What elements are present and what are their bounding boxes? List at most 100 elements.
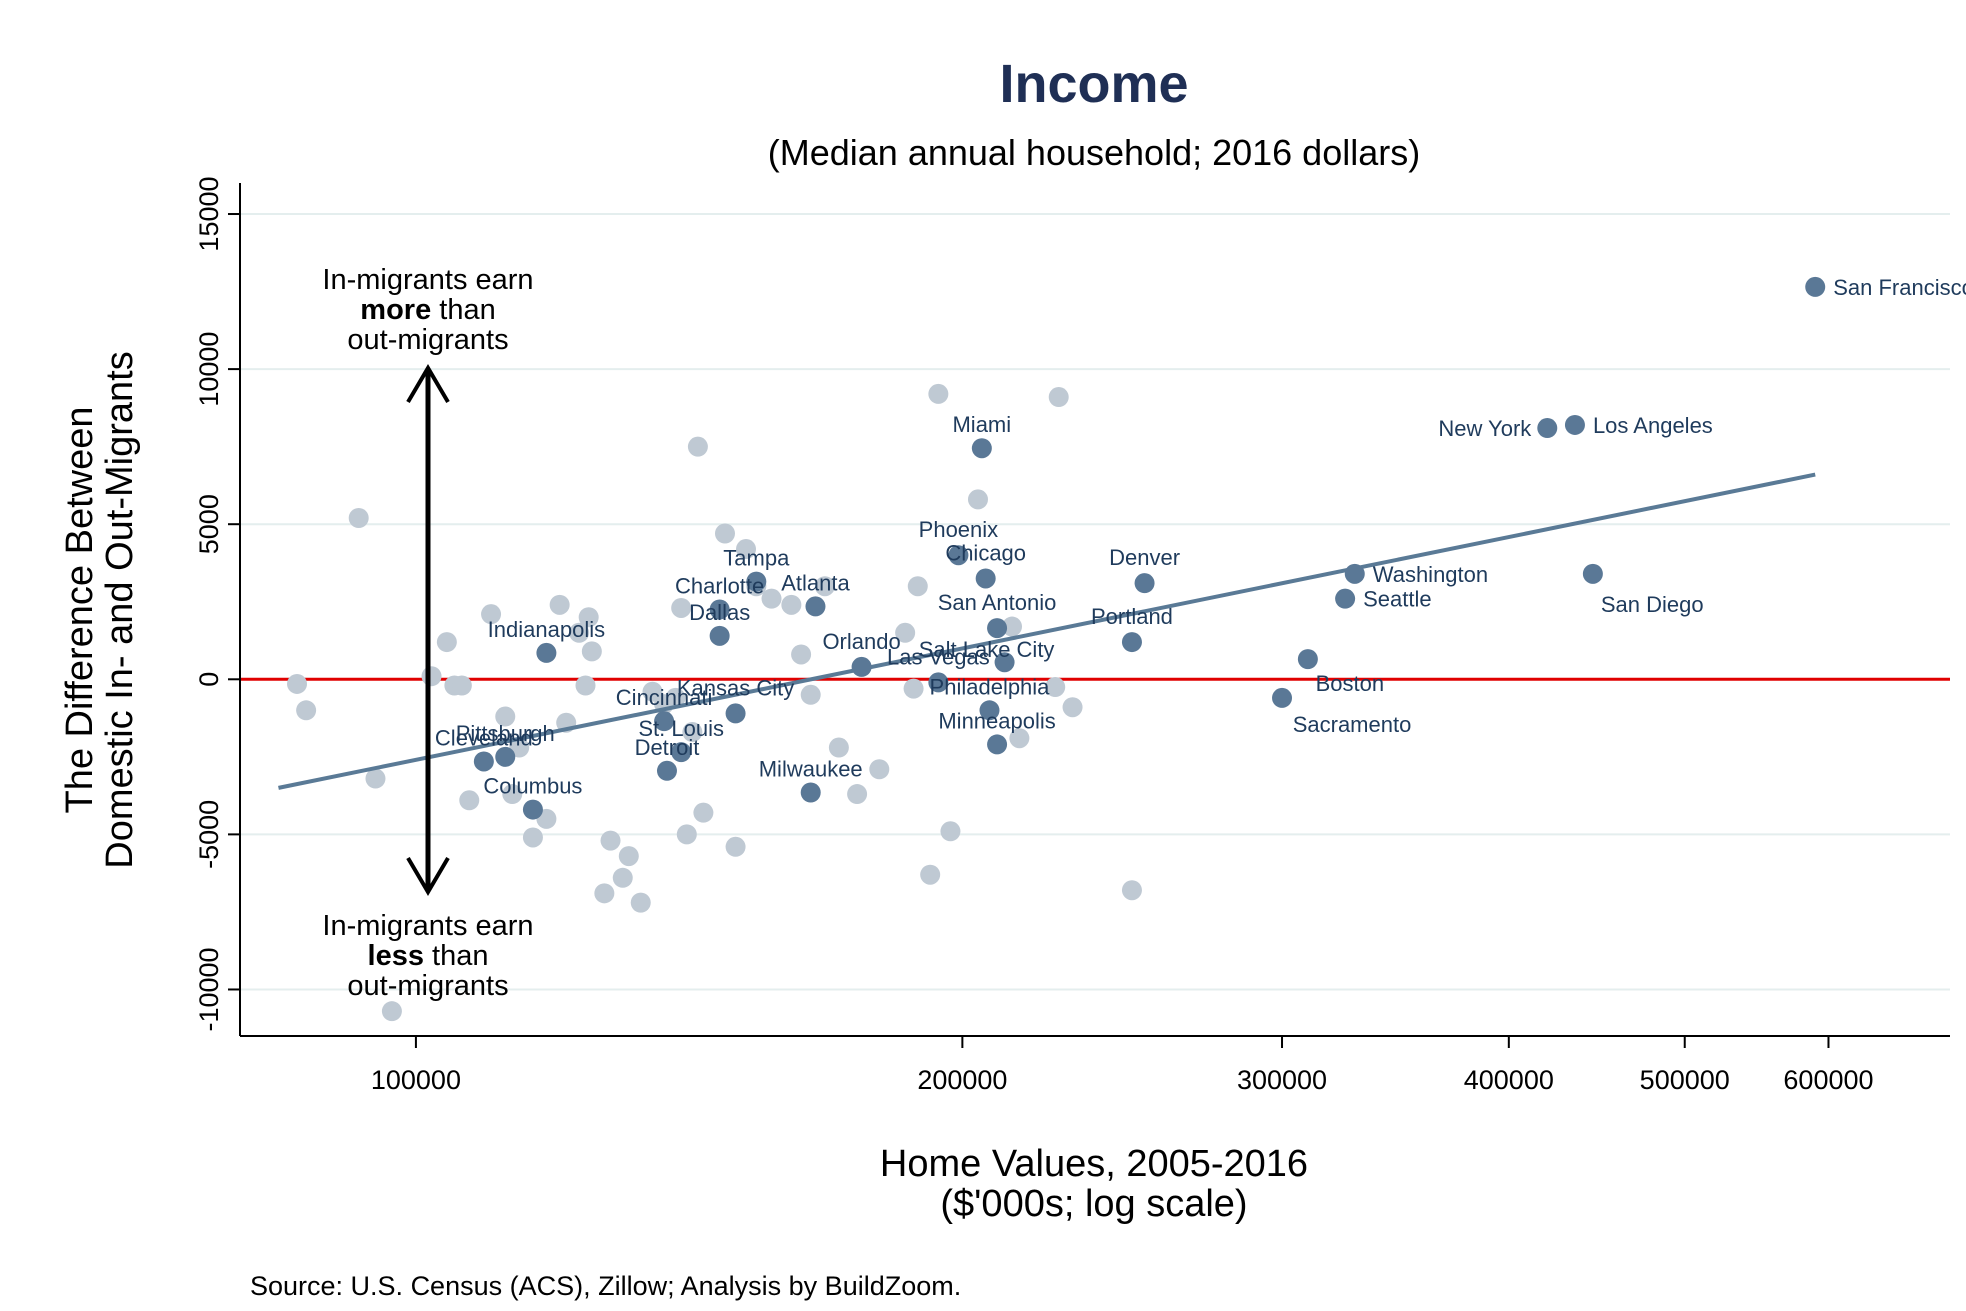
scatter-point-labeled — [1121, 632, 1142, 653]
scatter-point-labeled — [979, 700, 1000, 721]
annotation-bottom-line1: In-migrants earn — [322, 910, 533, 942]
scatter-point-unlabeled — [693, 802, 714, 823]
scatter-point-labeled — [800, 782, 821, 803]
annotation-top-line2: more than — [360, 294, 495, 326]
scatter-point-unlabeled — [967, 489, 988, 510]
scatter-point-labeled — [1344, 563, 1365, 584]
scatter-point-unlabeled — [1048, 387, 1069, 408]
scatter-point-labeled — [1564, 414, 1585, 435]
city-label: Las Vegas — [887, 644, 990, 669]
y-axis-title-line1: The Difference Between — [59, 407, 101, 814]
scatter-point-labeled — [1537, 418, 1558, 439]
city-label: Milwaukee — [759, 757, 863, 782]
chart-title: Income — [999, 54, 1188, 114]
city-label: Dallas — [689, 600, 750, 625]
unlabeled-points — [287, 383, 1142, 1022]
x-tick-label: 400000 — [1464, 1065, 1554, 1095]
city-label: Phoenix — [919, 517, 999, 542]
city-label: Chicago — [945, 540, 1026, 565]
y-axis-title-line2: Domestic In- and Out-Migrants — [99, 351, 141, 868]
scatter-point-labeled — [948, 545, 969, 566]
y-tick-label: -5000 — [194, 800, 224, 869]
trend-line — [278, 472, 1816, 790]
x-tick-label: 500000 — [1640, 1065, 1730, 1095]
scatter-point-unlabeled — [600, 830, 621, 851]
scatter-point-unlabeled — [365, 768, 386, 789]
annotation-bottom-line3: out-migrants — [347, 970, 508, 1002]
city-label: Los Angeles — [1593, 413, 1713, 438]
annotation-arrow-down-head — [406, 856, 450, 896]
city-label: Salt Lake City — [919, 637, 1055, 662]
scatter-point-unlabeled — [676, 824, 697, 845]
scatter-point-labeled — [928, 672, 949, 693]
scatter-point-unlabeled — [895, 622, 916, 643]
x-tick-label: 300000 — [1237, 1065, 1327, 1095]
scatter-point-labeled — [994, 652, 1015, 673]
scatter-point-unlabeled — [612, 867, 633, 888]
fitted-trend-line — [278, 472, 1816, 790]
axes — [239, 183, 1950, 1037]
city-label: San Diego — [1601, 592, 1704, 617]
scatter-point-unlabeled — [828, 737, 849, 758]
scatter-point-labeled — [709, 599, 730, 620]
scatter-point-unlabeled — [296, 700, 317, 721]
scatter-point-unlabeled — [687, 436, 708, 457]
annotation-top-line1: In-migrants earn — [322, 264, 533, 296]
scatter-point-unlabeled — [1009, 728, 1030, 749]
scatter-point-labeled — [709, 625, 730, 646]
city-label: Cleveland — [435, 725, 533, 750]
scatter-point-labeled — [1297, 649, 1318, 670]
scatter-point-unlabeled — [903, 678, 924, 699]
scatter-point-labeled — [1582, 563, 1603, 584]
scatter-point-unlabeled — [682, 722, 703, 743]
city-label: Miami — [952, 412, 1011, 437]
y-tick-label: -10000 — [194, 947, 224, 1031]
scatter-point-labeled — [1805, 276, 1826, 297]
scatter-point-unlabeled — [481, 604, 502, 625]
scatter-point-labeled — [725, 703, 746, 724]
x-axis-ticks: 100000 200000 300000 400000 500000 600000 — [371, 1036, 1874, 1095]
scatter-point-unlabeled — [502, 784, 523, 805]
scatter-point-labeled — [746, 571, 767, 592]
scatter-point-labeled — [975, 568, 996, 589]
city-label: Minneapolis — [938, 708, 1055, 733]
scatter-point-unlabeled — [791, 644, 812, 665]
scatter-point-unlabeled — [451, 675, 472, 696]
scatter-point-unlabeled — [549, 594, 570, 615]
y-axis-ticks: -10000 -5000 0 5000 10000 15000 — [194, 176, 240, 1032]
city-label: New York — [1438, 416, 1532, 441]
city-labels: San Francisco New York Los Angeles San Dieg… — [435, 275, 1966, 799]
scatter-point-labeled — [495, 746, 516, 767]
city-label: Portland — [1091, 604, 1173, 629]
city-label: Kansas City — [677, 675, 794, 700]
x-tick-label: 100000 — [371, 1065, 461, 1095]
city-label: Atlanta — [781, 570, 850, 595]
scatter-point-unlabeled — [928, 383, 949, 404]
scatter-point-labeled — [536, 642, 557, 663]
city-label: Orlando — [822, 629, 900, 654]
scatter-point-unlabeled — [569, 622, 590, 643]
scatter-point-labeled — [987, 734, 1008, 755]
city-label: Pittsburgh — [456, 721, 555, 746]
y-tick-label: 0 — [194, 672, 224, 687]
scatter-point-labeled — [987, 618, 1008, 639]
scatter-point-unlabeled — [940, 821, 961, 842]
labeled-points — [473, 276, 1826, 820]
x-tick-label: 200000 — [917, 1065, 1007, 1095]
scatter-point-unlabeled — [725, 836, 746, 857]
scatter-point-unlabeled — [522, 827, 543, 848]
scatter-point-labeled — [654, 711, 675, 732]
scatter-point-unlabeled — [578, 607, 599, 628]
scatter-point-labeled — [671, 742, 692, 763]
scatter-point-labeled — [473, 751, 494, 772]
scatter-point-labeled — [522, 799, 543, 820]
x-tick-label: 600000 — [1783, 1065, 1873, 1095]
city-label: San Francisco — [1833, 275, 1966, 300]
city-label: Seattle — [1363, 587, 1432, 612]
scatter-point-unlabeled — [665, 687, 686, 708]
y-tick-label: 5000 — [194, 494, 224, 554]
scatter-point-unlabeled — [847, 784, 868, 805]
y-tick-label: 15000 — [194, 176, 224, 251]
scatter-point-unlabeled — [1045, 677, 1066, 698]
annotation-top-line3: out-migrants — [347, 324, 508, 356]
